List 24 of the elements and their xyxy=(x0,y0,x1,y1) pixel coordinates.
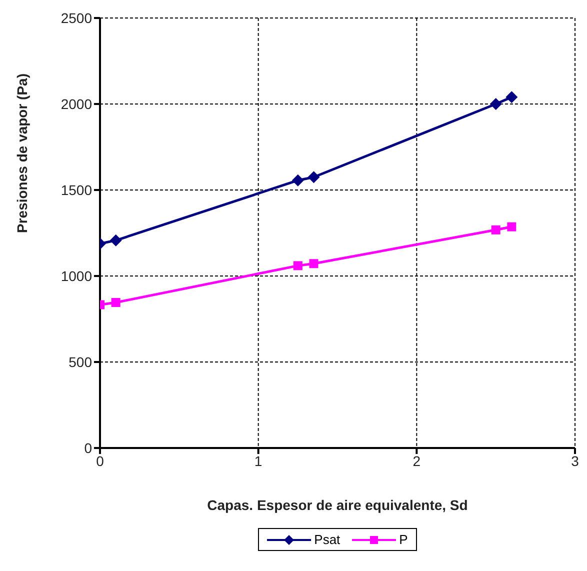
y-tick-label: 0 xyxy=(84,440,92,456)
point xyxy=(490,98,502,110)
x-axis-title: Capas. Espesor de aire equivalente, Sd xyxy=(207,497,468,513)
point xyxy=(111,298,120,307)
x-tick-label: 3 xyxy=(571,452,580,469)
x-tick-label: 2 xyxy=(412,452,421,469)
y-tick-label: 1500 xyxy=(60,182,92,198)
point xyxy=(308,171,320,184)
x-tick-label: 0 xyxy=(96,452,104,469)
point xyxy=(293,261,302,270)
point xyxy=(309,259,318,268)
point xyxy=(491,225,500,234)
point xyxy=(506,91,518,104)
y-tick-label: 2500 xyxy=(60,10,92,26)
x-tick-label: 1 xyxy=(254,452,262,469)
y-tick-label: 1000 xyxy=(60,268,92,284)
point xyxy=(292,174,304,186)
legend-label: Psat xyxy=(313,532,340,547)
point xyxy=(507,222,516,232)
y-tick-label: 2000 xyxy=(60,96,92,112)
point xyxy=(110,234,122,246)
y-axis-title: Presiones de vapor (Pa) xyxy=(14,73,30,233)
y-tick-label: 500 xyxy=(68,354,92,370)
legend-label: P xyxy=(398,532,408,547)
